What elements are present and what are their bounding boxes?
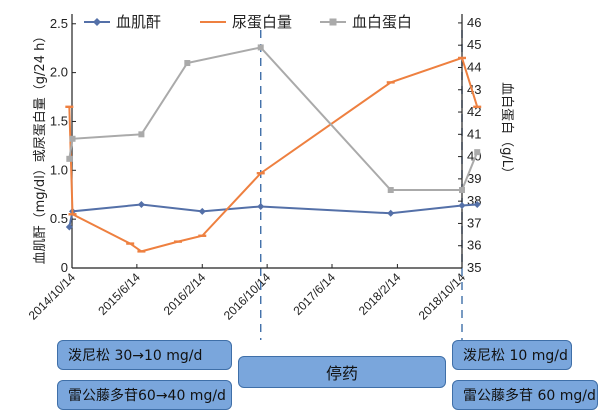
series-point	[198, 234, 207, 237]
x-tick-label: 2015/6/14	[95, 270, 143, 318]
y-right-tick-label: 41	[467, 126, 481, 141]
x-tick-label: 2018/2/14	[356, 270, 404, 318]
series-point	[126, 242, 135, 245]
y-left-tick-label: 0.5	[50, 211, 68, 226]
legend-label: 血肌酐	[116, 13, 161, 31]
x-tick-label: 2016/2/14	[161, 270, 209, 318]
series-layer	[65, 44, 482, 253]
series-point	[68, 213, 77, 216]
series-point	[386, 81, 395, 84]
x-tick-label: 2014/10/14	[26, 270, 79, 323]
legend-label: 尿蛋白量	[232, 13, 292, 31]
treatment-prednisone-1: 泼尼松 30→10 mg/d	[57, 340, 232, 370]
series-point	[257, 202, 265, 210]
legend-marker	[93, 18, 101, 26]
series-line	[68, 46, 479, 192]
y-left-tick-label: 0	[61, 260, 68, 275]
series-point	[65, 105, 74, 109]
series-point	[69, 135, 76, 142]
series-point	[387, 209, 395, 217]
series-point	[473, 201, 481, 208]
series-point	[66, 155, 73, 162]
treatment-prednisone-2: 泼尼松 10 mg/d	[452, 340, 572, 370]
series-point	[459, 187, 465, 194]
series-point	[458, 201, 466, 209]
treatment-stop: 停药	[238, 356, 446, 388]
y-right-tick-label: 46	[467, 15, 481, 30]
series-point	[257, 44, 264, 51]
series-point	[137, 201, 145, 208]
y-right-tick-label: 45	[467, 37, 481, 52]
y-right-tick-label: 35	[467, 260, 481, 275]
y-right-tick-label: 39	[467, 171, 481, 186]
series-point	[65, 223, 73, 231]
y-left-tick-label: 1.5	[50, 113, 68, 128]
y-axis-right-title: 血白蛋白（g/L）	[499, 82, 515, 180]
series-point	[173, 240, 182, 243]
x-tick-label: 2016/10/14	[221, 270, 274, 323]
treatment-tripterygium-2: 雷公藤多苷 60 mg/d	[452, 380, 598, 410]
series-line	[68, 56, 479, 253]
reference-lines	[260, 30, 463, 340]
y-right-tick-label: 44	[467, 59, 481, 74]
y-right-tick-label: 36	[467, 238, 481, 253]
series-point	[387, 187, 394, 194]
series-point	[256, 172, 265, 175]
x-tick-label: 2017/6/14	[290, 270, 338, 318]
legend: 血肌酐 尿蛋白量 血白蛋白	[84, 13, 412, 31]
y-left-tick-label: 2.0	[50, 65, 68, 80]
series-point	[474, 149, 481, 156]
series-point	[473, 105, 482, 109]
y-left-tick-label: 2.5	[50, 16, 68, 31]
treatment-tripterygium-1: 雷公藤多苷60→40 mg/d	[57, 380, 232, 410]
y-left-tick-label: 1.0	[50, 162, 68, 177]
chart-canvas: 00.51.01.52.02.5353637383940414243444546…	[26, 13, 515, 340]
legend-label: 血白蛋白	[352, 13, 412, 31]
x-tick-label: 2018/10/14	[416, 270, 469, 323]
axes: 00.51.01.52.02.5353637383940414243444546…	[26, 14, 515, 323]
series-point	[184, 60, 191, 67]
series-line	[68, 203, 478, 228]
y-axis-left-title: 血肌酐（mg/dl）或尿蛋白量（g/24 h）	[32, 30, 48, 265]
y-right-tick-label: 37	[467, 215, 481, 230]
series-point	[137, 250, 146, 253]
series-point	[198, 207, 206, 215]
series-point	[458, 56, 466, 60]
series-point	[138, 131, 145, 138]
legend-marker	[329, 18, 337, 26]
